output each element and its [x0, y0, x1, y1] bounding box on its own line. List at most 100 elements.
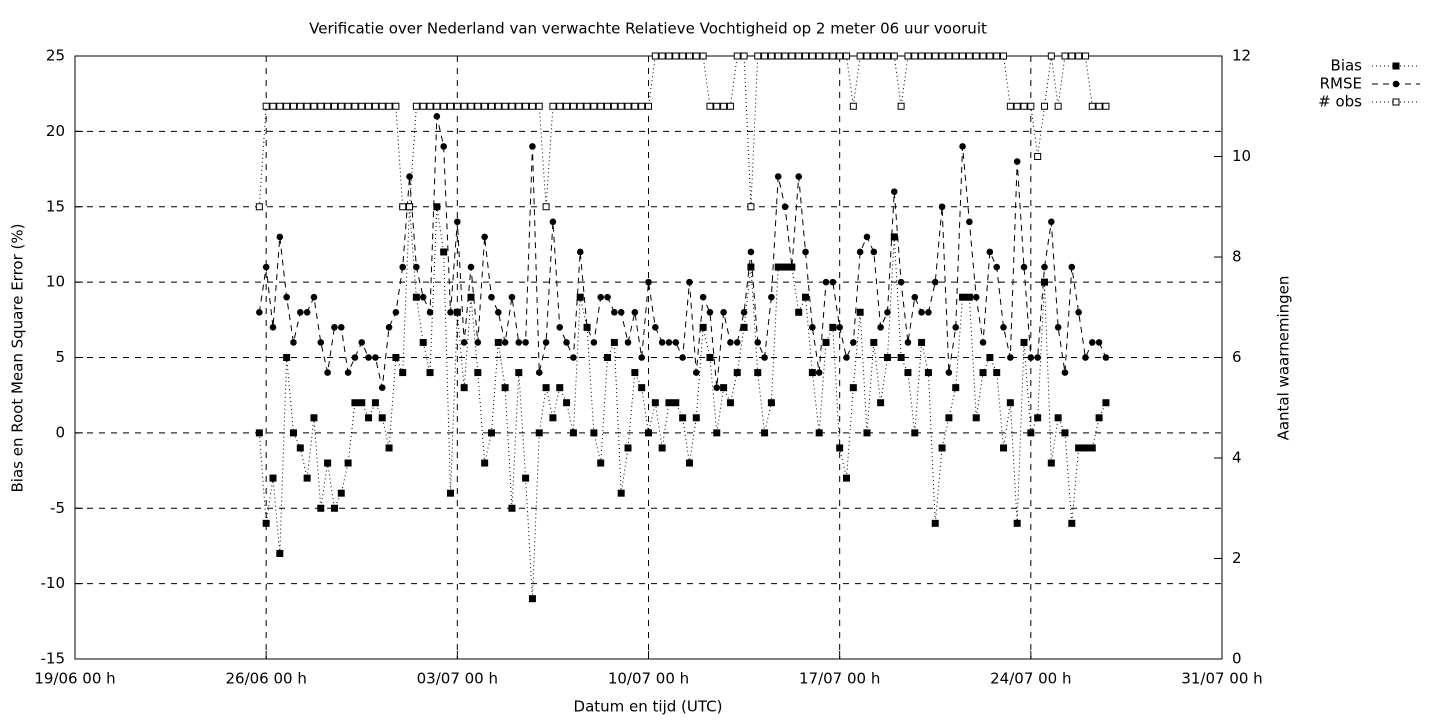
data-point [658, 444, 666, 452]
data-point [918, 338, 926, 346]
data-point [931, 519, 939, 527]
data-point [474, 369, 482, 377]
data-point [303, 308, 311, 316]
data-point [1041, 263, 1048, 271]
data-point [740, 323, 748, 331]
data-point [1013, 519, 1021, 527]
data-point [747, 203, 755, 211]
data-point [371, 399, 379, 407]
data-point [1102, 102, 1110, 110]
data-point [802, 293, 810, 301]
data-point [522, 474, 530, 482]
data-point [870, 338, 878, 346]
data-point [419, 293, 427, 301]
data-point [576, 293, 584, 301]
data-point [542, 203, 550, 211]
data-point [610, 102, 618, 110]
data-point [365, 102, 373, 110]
data-point [986, 248, 994, 256]
data-point [522, 102, 530, 110]
data-point [317, 339, 325, 346]
data-point [481, 459, 489, 467]
data-point [617, 102, 625, 110]
legend-marker [1392, 98, 1400, 106]
data-point [556, 102, 564, 110]
data-point [952, 52, 960, 60]
data-point [863, 429, 871, 437]
data-point [672, 339, 680, 346]
data-point [392, 308, 400, 316]
data-point [549, 218, 557, 226]
data-point [358, 339, 366, 346]
data-point [658, 52, 666, 60]
data-point [440, 248, 448, 256]
data-point [959, 143, 966, 150]
data-point [979, 369, 987, 377]
series-line [258, 116, 1107, 388]
data-point [563, 102, 571, 110]
data-point [1000, 324, 1007, 331]
data-point [938, 52, 946, 60]
y-axis-label: Bias en Root Mean Square Error (%) [9, 224, 27, 493]
data-point [897, 354, 905, 361]
data-point [1020, 102, 1028, 110]
data-point [1054, 324, 1062, 331]
data-point [1040, 102, 1048, 110]
data-point [569, 429, 577, 437]
data-point [283, 354, 291, 361]
data-point [604, 293, 611, 301]
legend-label: # obs [1318, 93, 1362, 111]
data-point [344, 102, 352, 110]
data-point [330, 102, 338, 110]
data-point [870, 248, 878, 256]
data-point [399, 203, 407, 211]
data-point [1000, 52, 1008, 60]
data-point [378, 384, 386, 391]
data-point [255, 203, 263, 211]
data-point [904, 52, 912, 60]
data-point [303, 102, 311, 110]
data-point [706, 308, 714, 316]
data-point [979, 52, 987, 60]
data-point [911, 429, 919, 437]
data-point [911, 52, 919, 60]
data-point [487, 102, 495, 110]
data-point [453, 308, 461, 316]
data-point [508, 102, 516, 110]
data-point [850, 339, 857, 346]
data-point [1027, 429, 1035, 437]
data-point [788, 263, 796, 271]
data-point [986, 354, 994, 361]
data-point [897, 102, 905, 110]
data-point [1000, 444, 1008, 452]
data-point [965, 293, 973, 301]
y2-axis-label: Aantal waarnemingen [1275, 276, 1293, 441]
data-point [494, 308, 502, 316]
data-point [1020, 263, 1028, 271]
data-point [576, 102, 584, 110]
data-point [672, 52, 680, 60]
data-point [570, 354, 577, 361]
y-tick-label: 15 [46, 197, 65, 215]
data-point [645, 102, 652, 110]
data-point [1081, 444, 1089, 452]
data-point [433, 102, 441, 110]
data-point [617, 489, 625, 497]
data-point [289, 429, 297, 437]
data-point [344, 459, 352, 467]
data-point [447, 308, 454, 316]
data-point [720, 308, 727, 316]
data-point [890, 188, 898, 195]
data-point [310, 414, 318, 422]
data-point [501, 384, 509, 392]
data-point [563, 399, 571, 407]
data-point [358, 102, 366, 110]
x-tick-label: 19/06 00 h [34, 670, 115, 688]
data-point [399, 369, 407, 377]
data-point [419, 102, 427, 110]
data-point [767, 52, 775, 60]
data-point [372, 354, 379, 361]
data-point [426, 308, 434, 316]
data-point [590, 102, 598, 110]
x-axis-label: Datum en tijd (UTC) [574, 698, 723, 716]
